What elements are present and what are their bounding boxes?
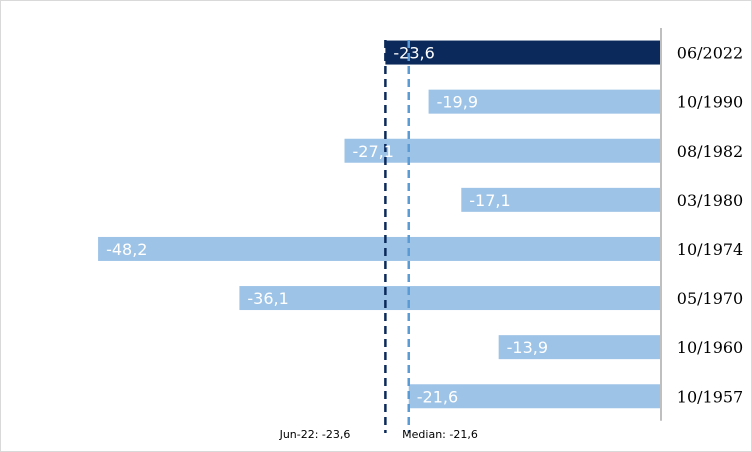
category-label: 03/1980 [677, 191, 743, 210]
bar-10-1974 [98, 236, 662, 261]
bar-03-1980 [461, 187, 661, 212]
bar-value-label: -17,1 [469, 191, 510, 210]
bar-value-label: -27,1 [353, 142, 394, 161]
bar-value-label: -19,9 [437, 93, 478, 112]
category-label: 10/1974 [677, 240, 743, 259]
bar-10-1957 [408, 384, 661, 409]
bar-value-label: -48,2 [106, 240, 147, 259]
bar-value-label: -21,6 [417, 387, 458, 406]
reference-line-label: Median: -21,6 [402, 428, 478, 441]
category-label: 10/1957 [677, 387, 743, 406]
bars-layer [98, 40, 662, 409]
bar-05-1970 [239, 286, 661, 311]
labels-layer: -23,6 06/2022 -19,9 10/1990 -27,1 08/1982 -17,… [106, 44, 743, 441]
reference-lines-layer [384, 40, 410, 433]
bar-value-label: -36,1 [247, 289, 288, 308]
bar-06-2022 [385, 40, 661, 65]
category-label: 08/1982 [677, 142, 743, 161]
bar-10-1990 [428, 89, 661, 114]
bar-value-label: -23,6 [393, 44, 434, 63]
category-label: 10/1990 [677, 93, 743, 112]
reference-line-label: Jun-22: -23,6 [279, 428, 351, 441]
bar-10-1960 [498, 335, 661, 360]
category-label: 05/1970 [677, 289, 743, 308]
category-label: 06/2022 [677, 44, 743, 63]
bar-value-label: -13,9 [507, 338, 548, 357]
category-label: 10/1960 [677, 338, 743, 357]
bar-08-1982 [344, 138, 661, 163]
